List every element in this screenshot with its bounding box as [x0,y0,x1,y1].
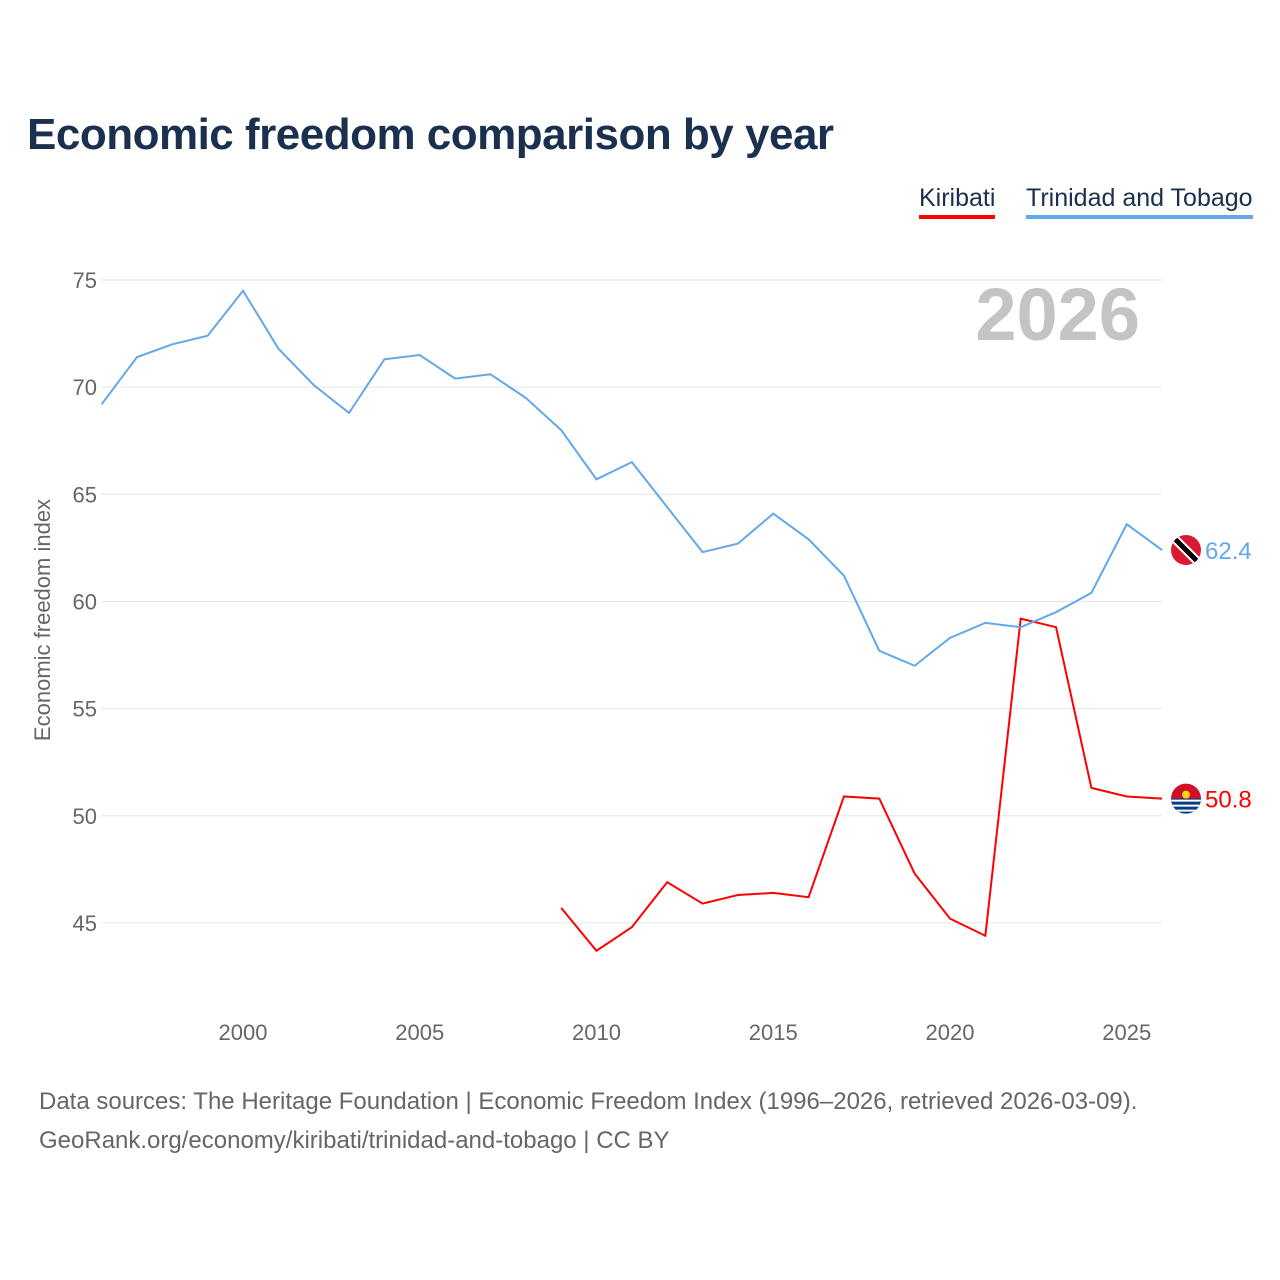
legend-trinidad-and-tobago[interactable]: Trinidad and Tobago [1026,184,1253,219]
source-url: GeoRank.org/economy/kiribati/trinidad-an… [39,1127,670,1154]
data-sources: Data sources: The Heritage Foundation | … [39,1088,1138,1115]
y-tick-label: 75 [73,268,97,293]
x-tick-label: 2015 [749,1020,798,1045]
y-tick-label: 50 [73,804,97,829]
x-tick-label: 2005 [395,1020,444,1045]
trinidad-flag-icon [1171,535,1201,566]
y-axis-label: Economic freedom index [30,499,55,741]
year-label: 2026 [975,273,1140,356]
flag-stripe [1171,535,1201,566]
legend-kiribati[interactable]: Kiribati [919,184,996,219]
y-tick-label: 55 [73,697,97,722]
flag-sun [1182,790,1190,799]
series-line-trinidad-and-tobago [100,288,1163,667]
y-tick-label: 65 [73,482,97,507]
series-line-kiribati [560,617,1163,953]
x-tick-label: 2025 [1102,1020,1151,1045]
y-tick-label: 70 [73,375,97,400]
x-tick-label: 2020 [926,1020,975,1045]
end-value-label: 50.8 [1205,787,1252,814]
x-tick-label: 2010 [572,1020,621,1045]
kiribati-flag-icon [1171,783,1201,814]
chart-title: Economic freedom comparison by year [27,110,834,159]
y-tick-label: 60 [73,589,97,614]
y-tick-label: 45 [73,911,97,936]
end-value-label: 62.4 [1205,538,1252,565]
x-tick-label: 2000 [219,1020,268,1045]
